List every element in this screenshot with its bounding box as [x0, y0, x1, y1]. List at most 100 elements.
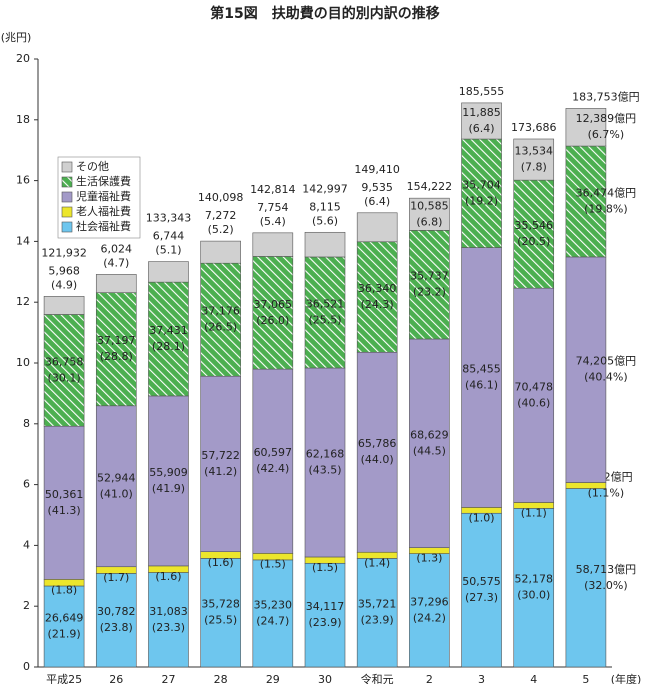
value-label: 11,885 [462, 106, 501, 119]
share-label: (6.8) [416, 215, 442, 228]
value-label: 36,521 [306, 297, 345, 310]
y-axis-label: (兆円) [1, 31, 32, 44]
share-label: (32.0%) [584, 579, 628, 592]
bar-segment [200, 558, 241, 668]
bar-segment [43, 585, 85, 668]
share-label: (41.2) [204, 465, 237, 478]
share-label: (21.9) [48, 627, 81, 640]
share-label: (26.0) [256, 314, 289, 327]
value-label: 35,721 [358, 598, 397, 611]
share-label: (6.4) [364, 195, 390, 208]
value-label: 5,968 [48, 264, 80, 277]
share-label: (1.3) [416, 552, 442, 565]
bar-segment [461, 247, 502, 508]
total-label: 173,686 [511, 121, 557, 134]
total-label: 149,410 [354, 163, 400, 176]
legend-swatch [61, 191, 73, 203]
value-label: 57,722 [201, 449, 240, 462]
x-tick-label: 3 [478, 673, 485, 684]
share-label: (19.2) [465, 194, 498, 207]
value-label: 68,629 [410, 428, 449, 441]
legend-swatch [61, 206, 73, 218]
value-label: 50,361 [45, 488, 84, 501]
share-label: (1.6) [155, 570, 181, 583]
x-tick-label: 5 [582, 673, 589, 684]
share-label: (1.1) [521, 506, 547, 519]
bar-segment [409, 230, 450, 340]
value-label: 37,065 [254, 298, 293, 311]
y-tick-label: 16 [16, 174, 30, 187]
share-label: (1.8) [51, 584, 77, 597]
bar-segment [304, 562, 346, 668]
value-label: 6,024 [101, 242, 133, 255]
share-label: (5.1) [155, 244, 181, 257]
share-label: (5.6) [312, 214, 338, 227]
x-tick-label: 平成25 [46, 673, 82, 684]
bar-segment [461, 102, 502, 140]
bar-segment [148, 572, 189, 668]
share-label: (43.5) [308, 463, 341, 476]
share-label: (24.3) [361, 298, 394, 311]
share-label: (26.5) [204, 321, 237, 334]
share-label: (30.0) [517, 589, 550, 602]
value-label: 37,197 [97, 334, 136, 347]
bar-segment [43, 425, 85, 580]
value-label: 35,230 [254, 598, 293, 611]
total-label: 183,753億円 [572, 90, 640, 103]
total-label: 121,932 [41, 246, 87, 259]
bar-segment [409, 338, 450, 548]
bar-segment [513, 179, 555, 289]
bar-segment [304, 256, 346, 369]
value-label: 37,296 [410, 595, 449, 608]
x-tick-label: 4 [530, 673, 537, 684]
share-label: (23.8) [100, 621, 133, 634]
value-label: 35,728 [201, 598, 240, 611]
share-label: (28.1) [152, 340, 185, 353]
bar-segment [565, 108, 607, 147]
share-label: (1.5) [312, 561, 338, 574]
value-label: 50,575 [462, 575, 501, 588]
y-tick-label: 12 [16, 295, 30, 308]
share-label: (5.4) [260, 215, 286, 228]
value-label: 52,178 [514, 573, 553, 586]
bar-segment [409, 553, 450, 668]
value-label: 52,944 [97, 471, 136, 484]
bar-segment [200, 240, 241, 264]
bar-segment [148, 281, 189, 397]
legend-label: 社会福祉費 [76, 219, 131, 233]
share-label: (1.1%) [588, 487, 625, 500]
value-label: 58,713億円 [576, 563, 637, 576]
value-label: 7,272 [205, 209, 237, 222]
share-label: (28.8) [100, 350, 133, 363]
share-label: (20.5) [517, 235, 550, 248]
value-label: 34,117 [306, 600, 345, 613]
bar-segment [304, 231, 346, 258]
bar-segment [95, 274, 137, 294]
bar-segment [565, 488, 607, 668]
bar-segment [200, 262, 241, 377]
share-label: (41.3) [48, 504, 81, 517]
share-label: (23.3) [152, 621, 185, 634]
share-label: (24.7) [256, 614, 289, 627]
legend-swatch [61, 161, 73, 173]
value-label: 85,455 [462, 362, 501, 375]
bar-segment [148, 261, 189, 283]
y-tick-label: 2 [23, 599, 30, 612]
value-label: 7,754 [257, 201, 289, 214]
share-label: (41.0) [100, 487, 133, 500]
y-tick-label: 6 [23, 478, 30, 491]
x-tick-label: 28 [214, 673, 228, 684]
share-label: (5.2) [208, 223, 234, 236]
share-label: (25.5) [308, 313, 341, 326]
y-tick-label: 14 [16, 234, 30, 247]
share-label: (24.2) [413, 611, 446, 624]
x-tick-label: 令和元 [361, 672, 394, 684]
x-tick-label: 26 [109, 673, 123, 684]
share-label: (4.7) [103, 256, 129, 269]
share-label: (40.4%) [584, 371, 628, 384]
legend-label: その他 [76, 160, 109, 173]
bar-segment [565, 145, 607, 258]
bar-segment [461, 512, 502, 668]
total-label: 142,997 [302, 182, 348, 195]
value-label: 60,597 [254, 446, 293, 459]
